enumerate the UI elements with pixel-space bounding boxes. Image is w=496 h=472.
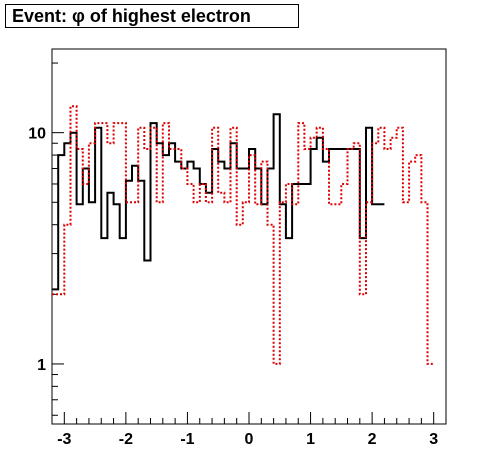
plot-frame <box>51 48 447 425</box>
x-tick-label: 3 <box>429 431 438 448</box>
y-tick-label: 1 <box>37 357 46 374</box>
x-tick-label: 0 <box>245 431 254 448</box>
x-tick-label: -3 <box>57 431 71 448</box>
histogram-series-2 <box>52 105 434 365</box>
x-tick-label: 1 <box>306 431 315 448</box>
x-tick-label: -1 <box>180 431 194 448</box>
axis-tick-labels: -3 -2 -1 0 1 2 3 1 10 <box>28 126 438 448</box>
y-tick-label: 10 <box>28 126 46 143</box>
series-layer <box>52 105 434 365</box>
chart-title: Event: φ of highest electron <box>5 4 299 28</box>
x-tick-label: -2 <box>119 431 133 448</box>
x-tick-label: 2 <box>368 431 377 448</box>
axis-ticks <box>51 62 447 424</box>
